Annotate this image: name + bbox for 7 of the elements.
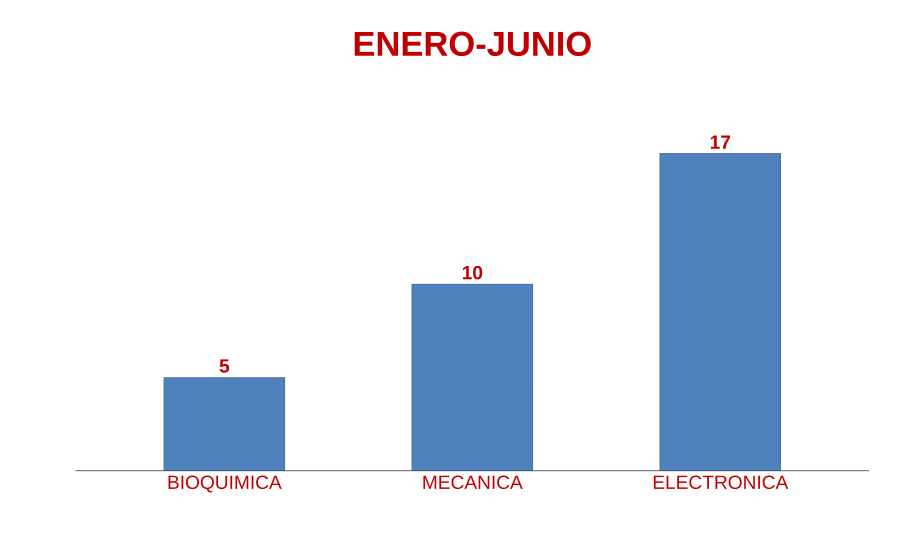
data-label: 10 — [462, 266, 482, 280]
x-tick-label: MECANICA — [423, 476, 523, 490]
chart-title: ENERO-JUNIO — [354, 32, 591, 56]
data-label: 17 — [710, 136, 730, 149]
data-label: 5 — [220, 359, 230, 373]
x-tick-label: BIOQUIMICA — [168, 476, 282, 492]
x-tick-label: ELECTRONICA — [654, 476, 788, 490]
